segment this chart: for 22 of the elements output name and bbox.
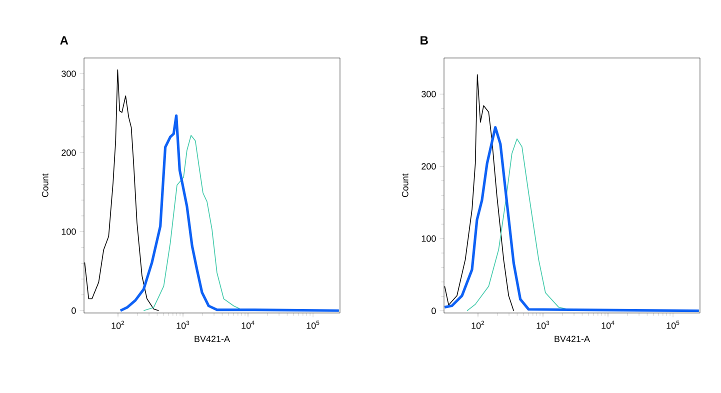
x-tick-label: 10$^{5}$ [666, 320, 680, 329]
x-axis-title: BV421-A [554, 336, 590, 342]
x-tick-label: 10$^{4}$ [242, 320, 254, 329]
y-axis-title: Count [42, 174, 48, 198]
y-tick-label: 200 [62, 150, 76, 156]
chart-title: A [60, 36, 68, 44]
y-tick-label: 100 [62, 228, 76, 235]
y-tick-label: 100 [422, 235, 436, 242]
y-tick-label: 200 [422, 163, 436, 170]
x-tick-label: 10$^{2}$ [112, 320, 124, 329]
y-tick-label: 0 [72, 307, 76, 314]
chart-title: B [420, 36, 428, 44]
x-axis-title: BV421-A [194, 336, 230, 342]
y-tick-label: 0 [432, 308, 436, 314]
y-tick-label: 300 [62, 70, 76, 77]
x-tick-label: 10$^{4}$ [602, 320, 614, 329]
x-tick-label: 10$^{3}$ [536, 320, 550, 329]
y-tick-label: 300 [422, 90, 436, 98]
x-tick-label: 10$^{2}$ [472, 320, 484, 329]
x-tick-label: 10$^{5}$ [306, 320, 320, 329]
y-axis-title: Count [402, 174, 408, 198]
x-tick-label: 10$^{3}$ [176, 320, 190, 329]
